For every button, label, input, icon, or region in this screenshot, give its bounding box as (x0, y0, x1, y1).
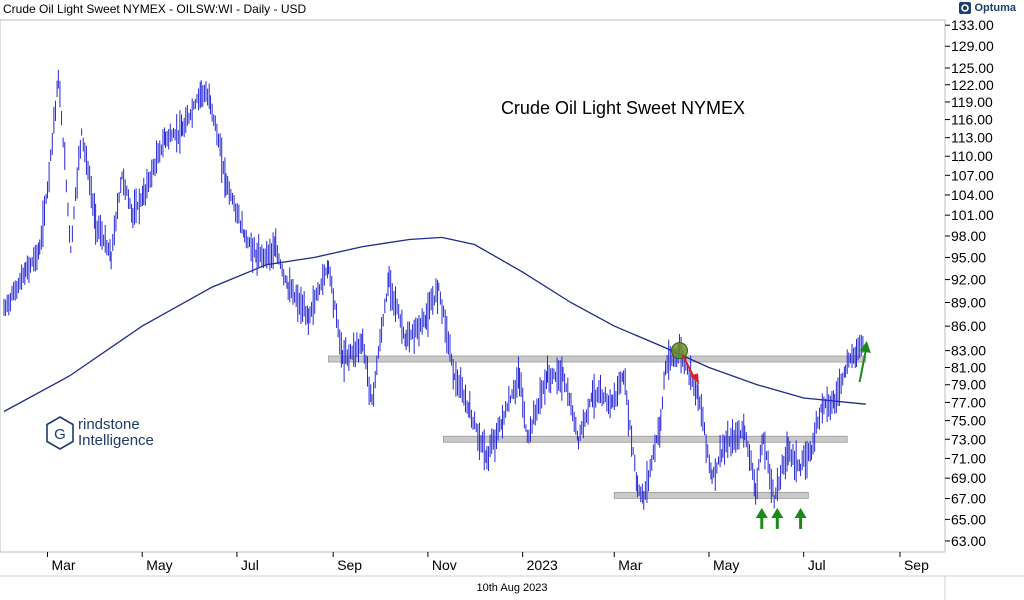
watermark-letter: G (54, 426, 66, 443)
y-tick-label: 67.00 (951, 490, 986, 506)
y-tick-label: 92.00 (951, 272, 986, 288)
support-band (613, 491, 809, 499)
support-band (443, 435, 848, 443)
up-arrow-head (755, 507, 768, 518)
moving-average-line (3, 236, 866, 413)
y-tick-label: 63.00 (951, 533, 986, 549)
breakout-arrow-head (859, 341, 871, 354)
x-tick-label: May (146, 557, 172, 573)
y-tick-label: 79.00 (951, 377, 986, 393)
y-tick-label: 116.00 (951, 112, 993, 128)
y-tick-label: 83.00 (951, 343, 986, 359)
y-tick-label: 107.00 (951, 167, 994, 183)
x-tick-label: Jul (808, 557, 826, 573)
up-arrow-head (794, 507, 807, 518)
y-tick-label: 101.00 (951, 207, 994, 223)
y-tick-label: 98.00 (951, 228, 986, 244)
y-tick-label: 77.00 (951, 394, 986, 410)
chart-header-title: Crude Oil Light Sweet NYMEX - OILSW:WI -… (3, 2, 307, 16)
x-tick-label: Sep (337, 557, 362, 573)
y-tick-label: 65.00 (951, 511, 986, 527)
price-series (3, 69, 864, 510)
brand-name: Optuma (974, 2, 1016, 14)
grindstone-watermark: G rindstone Intelligence (46, 416, 154, 450)
x-tick-label: Jul (241, 557, 259, 573)
y-tick-label: 73.00 (951, 431, 986, 447)
optuma-logo-icon (959, 2, 972, 14)
chart-title: Crude Oil Light Sweet NYMEX (501, 98, 745, 118)
brand-logo: Optuma (959, 2, 1016, 14)
x-tick-label: Nov (432, 557, 457, 573)
highlight-circle (670, 342, 688, 360)
footer-date: 10th Aug 2023 (476, 582, 548, 594)
x-tick-label: Mar (51, 557, 75, 573)
y-tick-label: 133.00 (951, 17, 994, 33)
grindstone-logo-icon: G (46, 416, 74, 450)
y-tick-label: 104.00 (951, 187, 994, 203)
plot-frame (0, 19, 946, 553)
x-tick-label: 2023 (527, 557, 558, 573)
breakout-arrow-shaft (858, 349, 867, 383)
y-tick-label: 110.00 (951, 148, 993, 164)
watermark-line-1: rindstone (78, 416, 140, 433)
y-tick-label: 122.00 (951, 77, 994, 93)
support-band (328, 355, 867, 363)
watermark-line-2: Intelligence (78, 432, 154, 449)
y-tick-label: 81.00 (951, 359, 986, 375)
x-tick-label: May (713, 557, 739, 573)
y-tick-label: 86.00 (951, 318, 986, 334)
x-tick-label: Sep (904, 557, 929, 573)
y-tick-label: 95.00 (951, 249, 986, 265)
y-tick-label: 89.00 (951, 294, 986, 310)
down-arrow-head (689, 373, 699, 385)
y-tick-label: 71.00 (951, 450, 986, 466)
y-tick-label: 125.00 (951, 60, 994, 76)
x-tick-label: Mar (618, 557, 642, 573)
y-tick-label: 69.00 (951, 470, 986, 486)
y-tick-label: 129.00 (951, 38, 994, 54)
y-tick-label: 75.00 (951, 413, 986, 429)
y-tick-label: 113.00 (951, 130, 993, 146)
up-arrow-head (771, 507, 784, 518)
y-tick-label: 119.00 (951, 94, 993, 110)
